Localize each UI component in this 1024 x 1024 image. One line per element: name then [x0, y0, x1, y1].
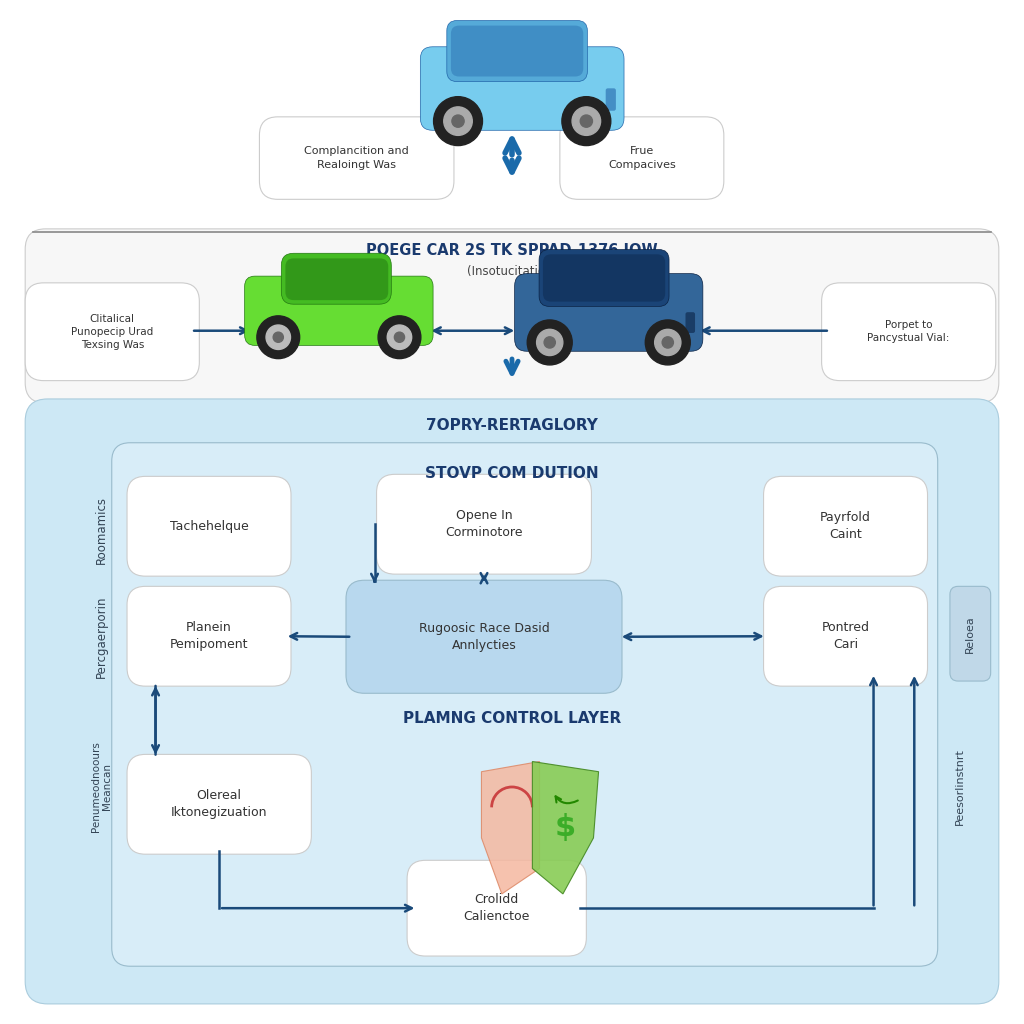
- FancyBboxPatch shape: [606, 88, 615, 111]
- Text: POEGE CAR 2S TK SPPAD-1376 IOW: POEGE CAR 2S TK SPPAD-1376 IOW: [367, 243, 657, 258]
- FancyBboxPatch shape: [764, 476, 928, 577]
- Text: Crolidd
Calienctoe: Crolidd Calienctoe: [464, 893, 529, 924]
- Text: (Insotucitation): (Insotucitation): [467, 265, 557, 279]
- FancyBboxPatch shape: [245, 276, 433, 345]
- FancyBboxPatch shape: [112, 442, 938, 967]
- Text: STOVP COM DUTION: STOVP COM DUTION: [425, 466, 599, 481]
- Polygon shape: [532, 762, 599, 894]
- Text: Percgaerporin: Percgaerporin: [95, 595, 109, 678]
- FancyBboxPatch shape: [26, 399, 998, 1004]
- Text: Planein
Pemipoment: Planein Pemipoment: [170, 622, 248, 651]
- Text: $: $: [554, 813, 575, 842]
- Circle shape: [537, 330, 563, 355]
- Circle shape: [257, 315, 300, 358]
- FancyBboxPatch shape: [685, 312, 695, 333]
- FancyBboxPatch shape: [26, 283, 200, 381]
- FancyBboxPatch shape: [408, 860, 587, 956]
- Text: Rugoosic Race Dasid
Annlycties: Rugoosic Race Dasid Annlycties: [419, 622, 549, 651]
- FancyBboxPatch shape: [515, 273, 702, 351]
- Circle shape: [266, 325, 291, 349]
- Circle shape: [562, 96, 610, 145]
- Circle shape: [645, 319, 690, 365]
- Text: 7OPRY-RERTAGLORY: 7OPRY-RERTAGLORY: [426, 418, 598, 433]
- Circle shape: [433, 96, 482, 145]
- Text: Payrfold
Caint: Payrfold Caint: [820, 511, 871, 542]
- FancyBboxPatch shape: [127, 587, 291, 686]
- Text: Opene In
Corminotore: Opene In Corminotore: [445, 509, 522, 540]
- Text: Porpet to
Pancystual Vial:: Porpet to Pancystual Vial:: [867, 321, 950, 343]
- Circle shape: [663, 337, 674, 348]
- Circle shape: [572, 106, 601, 135]
- FancyBboxPatch shape: [127, 755, 311, 854]
- FancyBboxPatch shape: [286, 258, 388, 300]
- FancyBboxPatch shape: [764, 587, 928, 686]
- FancyBboxPatch shape: [282, 253, 391, 304]
- FancyBboxPatch shape: [259, 117, 454, 200]
- Text: Frue
Compacives: Frue Compacives: [608, 146, 676, 170]
- FancyBboxPatch shape: [420, 47, 624, 130]
- Text: Reloea: Reloea: [966, 614, 975, 652]
- Circle shape: [544, 337, 555, 348]
- FancyBboxPatch shape: [539, 250, 669, 306]
- Circle shape: [527, 319, 572, 365]
- Circle shape: [378, 315, 421, 358]
- Circle shape: [581, 115, 593, 127]
- Text: Olereal
Iktonegizuation: Olereal Iktonegizuation: [171, 790, 267, 819]
- Circle shape: [387, 325, 412, 349]
- FancyBboxPatch shape: [446, 20, 588, 82]
- Text: Penumeodnoours
Meancan: Penumeodnoours Meancan: [91, 741, 113, 833]
- Circle shape: [443, 106, 472, 135]
- FancyBboxPatch shape: [377, 474, 592, 574]
- Circle shape: [452, 115, 464, 127]
- FancyBboxPatch shape: [543, 254, 666, 302]
- FancyBboxPatch shape: [950, 587, 990, 681]
- Text: Roomamics: Roomamics: [95, 497, 109, 564]
- Text: PLAMNG CONTROL LAYER: PLAMNG CONTROL LAYER: [402, 712, 622, 726]
- Text: Peesorlinstnrt: Peesorlinstnrt: [955, 749, 965, 825]
- Text: Pontred
Cari: Pontred Cari: [821, 622, 869, 651]
- Text: Clitalical
Punopecip Urad
Texsing Was: Clitalical Punopecip Urad Texsing Was: [71, 313, 154, 350]
- Circle shape: [394, 332, 404, 342]
- FancyBboxPatch shape: [560, 117, 724, 200]
- Circle shape: [654, 330, 681, 355]
- FancyBboxPatch shape: [821, 283, 995, 381]
- Circle shape: [273, 332, 284, 342]
- Text: Tachehelque: Tachehelque: [170, 520, 249, 532]
- Polygon shape: [481, 762, 540, 894]
- FancyBboxPatch shape: [26, 229, 998, 403]
- FancyBboxPatch shape: [127, 476, 291, 577]
- FancyBboxPatch shape: [346, 581, 622, 693]
- Text: Complancition and
Realoingt Was: Complancition and Realoingt Was: [304, 146, 409, 170]
- FancyBboxPatch shape: [451, 26, 584, 77]
